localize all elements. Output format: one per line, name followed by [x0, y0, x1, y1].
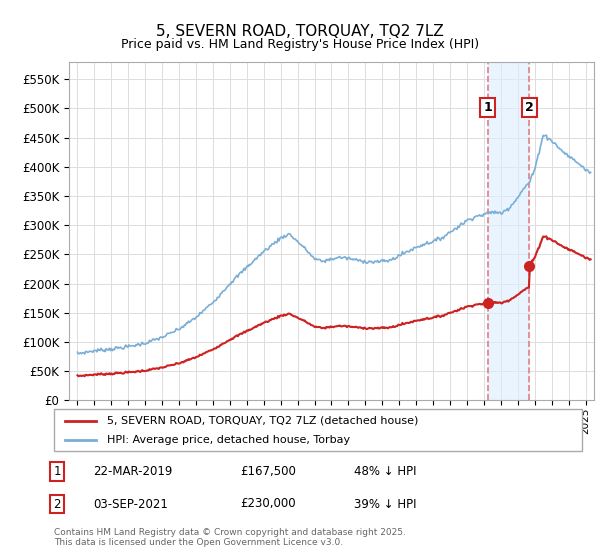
Text: Price paid vs. HM Land Registry's House Price Index (HPI): Price paid vs. HM Land Registry's House … — [121, 38, 479, 50]
Text: 5, SEVERN ROAD, TORQUAY, TQ2 7LZ: 5, SEVERN ROAD, TORQUAY, TQ2 7LZ — [156, 24, 444, 39]
Text: Contains HM Land Registry data © Crown copyright and database right 2025.
This d: Contains HM Land Registry data © Crown c… — [54, 528, 406, 547]
Text: £167,500: £167,500 — [240, 465, 296, 478]
Text: £230,000: £230,000 — [240, 497, 296, 511]
Bar — [488, 62, 529, 400]
Text: 39% ↓ HPI: 39% ↓ HPI — [354, 497, 416, 511]
Text: 2: 2 — [525, 101, 533, 114]
Text: 5, SEVERN ROAD, TORQUAY, TQ2 7LZ (detached house): 5, SEVERN ROAD, TORQUAY, TQ2 7LZ (detach… — [107, 416, 418, 426]
Text: 03-SEP-2021: 03-SEP-2021 — [93, 497, 168, 511]
Text: HPI: Average price, detached house, Torbay: HPI: Average price, detached house, Torb… — [107, 435, 350, 445]
FancyBboxPatch shape — [54, 409, 582, 451]
Text: 2: 2 — [53, 497, 61, 511]
Text: 48% ↓ HPI: 48% ↓ HPI — [354, 465, 416, 478]
Text: 22-MAR-2019: 22-MAR-2019 — [93, 465, 172, 478]
Text: 1: 1 — [483, 101, 492, 114]
Text: 1: 1 — [53, 465, 61, 478]
